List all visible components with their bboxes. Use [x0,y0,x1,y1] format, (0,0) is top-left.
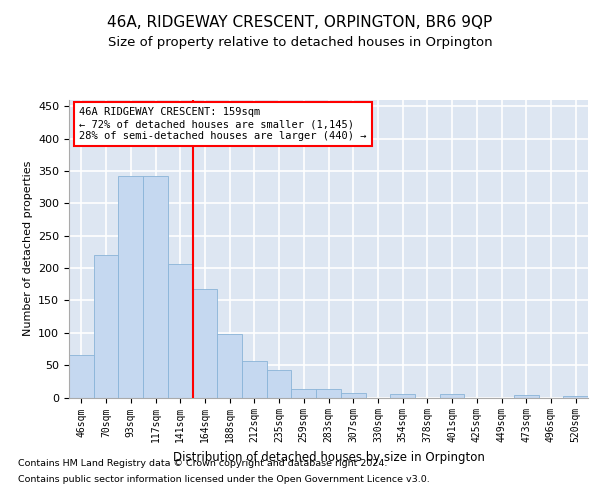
X-axis label: Distribution of detached houses by size in Orpington: Distribution of detached houses by size … [173,451,484,464]
Bar [69,356,94,398]
Bar [94,255,118,398]
Bar [341,393,365,398]
Bar [143,176,168,398]
Text: 46A, RIDGEWAY CRESCENT, ORPINGTON, BR6 9QP: 46A, RIDGEWAY CRESCENT, ORPINGTON, BR6 9… [107,15,493,30]
Text: Contains HM Land Registry data © Crown copyright and database right 2024.: Contains HM Land Registry data © Crown c… [18,460,388,468]
Text: 46A RIDGEWAY CRESCENT: 159sqm
← 72% of detached houses are smaller (1,145)
28% o: 46A RIDGEWAY CRESCENT: 159sqm ← 72% of d… [79,108,367,140]
Bar [118,176,143,398]
Bar [217,334,242,398]
Bar [440,394,464,398]
Text: Contains public sector information licensed under the Open Government Licence v3: Contains public sector information licen… [18,474,430,484]
Bar [563,396,588,398]
Bar [267,370,292,398]
Bar [242,362,267,398]
Bar [292,389,316,398]
Bar [514,395,539,398]
Bar [316,389,341,398]
Bar [193,290,217,398]
Y-axis label: Number of detached properties: Number of detached properties [23,161,32,336]
Text: Size of property relative to detached houses in Orpington: Size of property relative to detached ho… [107,36,493,49]
Bar [390,394,415,398]
Bar [168,264,193,398]
